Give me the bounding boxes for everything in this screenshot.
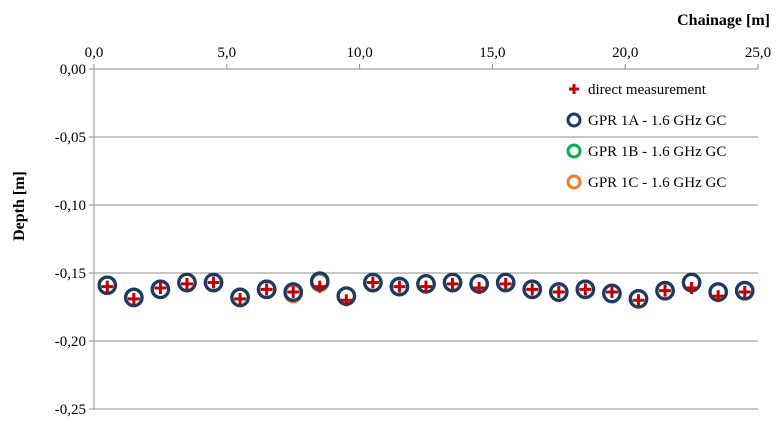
plus-point (234, 292, 247, 305)
y-tick-label: -0,25 (55, 402, 86, 418)
plus-point (393, 280, 406, 293)
ring-point (97, 275, 118, 296)
legend-entry: GPR 1A - 1.6 GHz GC (566, 112, 726, 129)
x-tick-label: 0,0 (85, 45, 104, 61)
ring-point (177, 272, 197, 293)
y-tick-label: -0,20 (55, 334, 86, 350)
legend-plus-marker (569, 84, 579, 94)
plus-point (738, 286, 751, 299)
ring-point (495, 272, 516, 293)
plus-point (499, 277, 512, 290)
ring-point (548, 282, 569, 302)
ring-point (628, 289, 649, 309)
ring-point (124, 287, 144, 308)
plus-point (579, 283, 592, 296)
x-tick-label: 25,0 (745, 45, 771, 61)
y-tick-label: 0,00 (60, 62, 86, 78)
x-tick-label: 20,0 (612, 45, 638, 61)
y-tick-labels: 0,00 -0,05 -0,10 -0,15 -0,20 -0,25 (55, 62, 86, 418)
plus-point (154, 281, 167, 294)
series-1 (101, 276, 751, 307)
plus-point (127, 292, 140, 305)
ring-point (522, 279, 543, 300)
y-tick-label: -0,05 (55, 130, 86, 146)
legend-label: GPR 1B - 1.6 GHz GC (588, 144, 726, 160)
ring-point (442, 272, 463, 293)
plus-point (420, 280, 432, 293)
plus-point (313, 280, 326, 293)
x-axis-title: Chainage [m] (677, 12, 770, 29)
legend-label: direct measurement (588, 82, 707, 98)
plus-point (446, 277, 459, 290)
x-tick-labels: 0,0 5,0 10,0 15,0 20,0 25,0 (85, 45, 772, 61)
ring-point (389, 276, 410, 297)
ring-point (655, 280, 675, 301)
ring-point (283, 282, 303, 302)
plus-point (101, 280, 114, 293)
ring-point (734, 280, 755, 301)
gridlines (94, 136, 758, 410)
legend-entry: direct measurement (569, 82, 707, 98)
plus-point (605, 286, 618, 299)
legend-ring-marker (566, 143, 582, 159)
plus-point (659, 284, 672, 297)
x-tick-label: 15,0 (479, 45, 505, 61)
plus-point (473, 281, 486, 294)
ring-point (150, 279, 171, 300)
plus-point (526, 283, 539, 296)
ring-point (256, 279, 277, 300)
ring-point (230, 287, 250, 308)
plus-point (180, 277, 193, 290)
ring-point (575, 279, 596, 300)
axes (89, 64, 759, 410)
plus-point (685, 281, 698, 294)
plus-point (366, 276, 379, 289)
y-tick-label: -0,15 (55, 266, 86, 282)
legend-entry: GPR 1B - 1.6 GHz GC (566, 143, 726, 160)
data-points (97, 271, 755, 309)
plus-point (712, 290, 725, 303)
ring-point (602, 283, 622, 304)
ring-point (203, 272, 224, 293)
legend-ring-marker (566, 174, 582, 190)
legend: direct measurement GPR 1A - 1.6 GHz GC GPR… (566, 82, 726, 191)
legend-label: GPR 1C - 1.6 GHz GC (588, 175, 726, 191)
plus-point (552, 286, 565, 299)
legend-entry: GPR 1C - 1.6 GHz GC (566, 174, 726, 191)
legend-ring-marker (566, 112, 582, 128)
plus-point (340, 294, 353, 307)
plus-point (207, 276, 220, 289)
y-axis-title: Depth [m] (11, 171, 28, 241)
plus-point (287, 286, 300, 299)
legend-label: GPR 1A - 1.6 GHz GC (588, 113, 726, 129)
plus-point (632, 294, 645, 307)
x-tick-label: 5,0 (217, 45, 236, 61)
ring-point (363, 272, 383, 293)
x-tick-label: 10,0 (346, 45, 372, 61)
plus-point (260, 283, 273, 296)
y-tick-label: -0,10 (55, 198, 86, 214)
